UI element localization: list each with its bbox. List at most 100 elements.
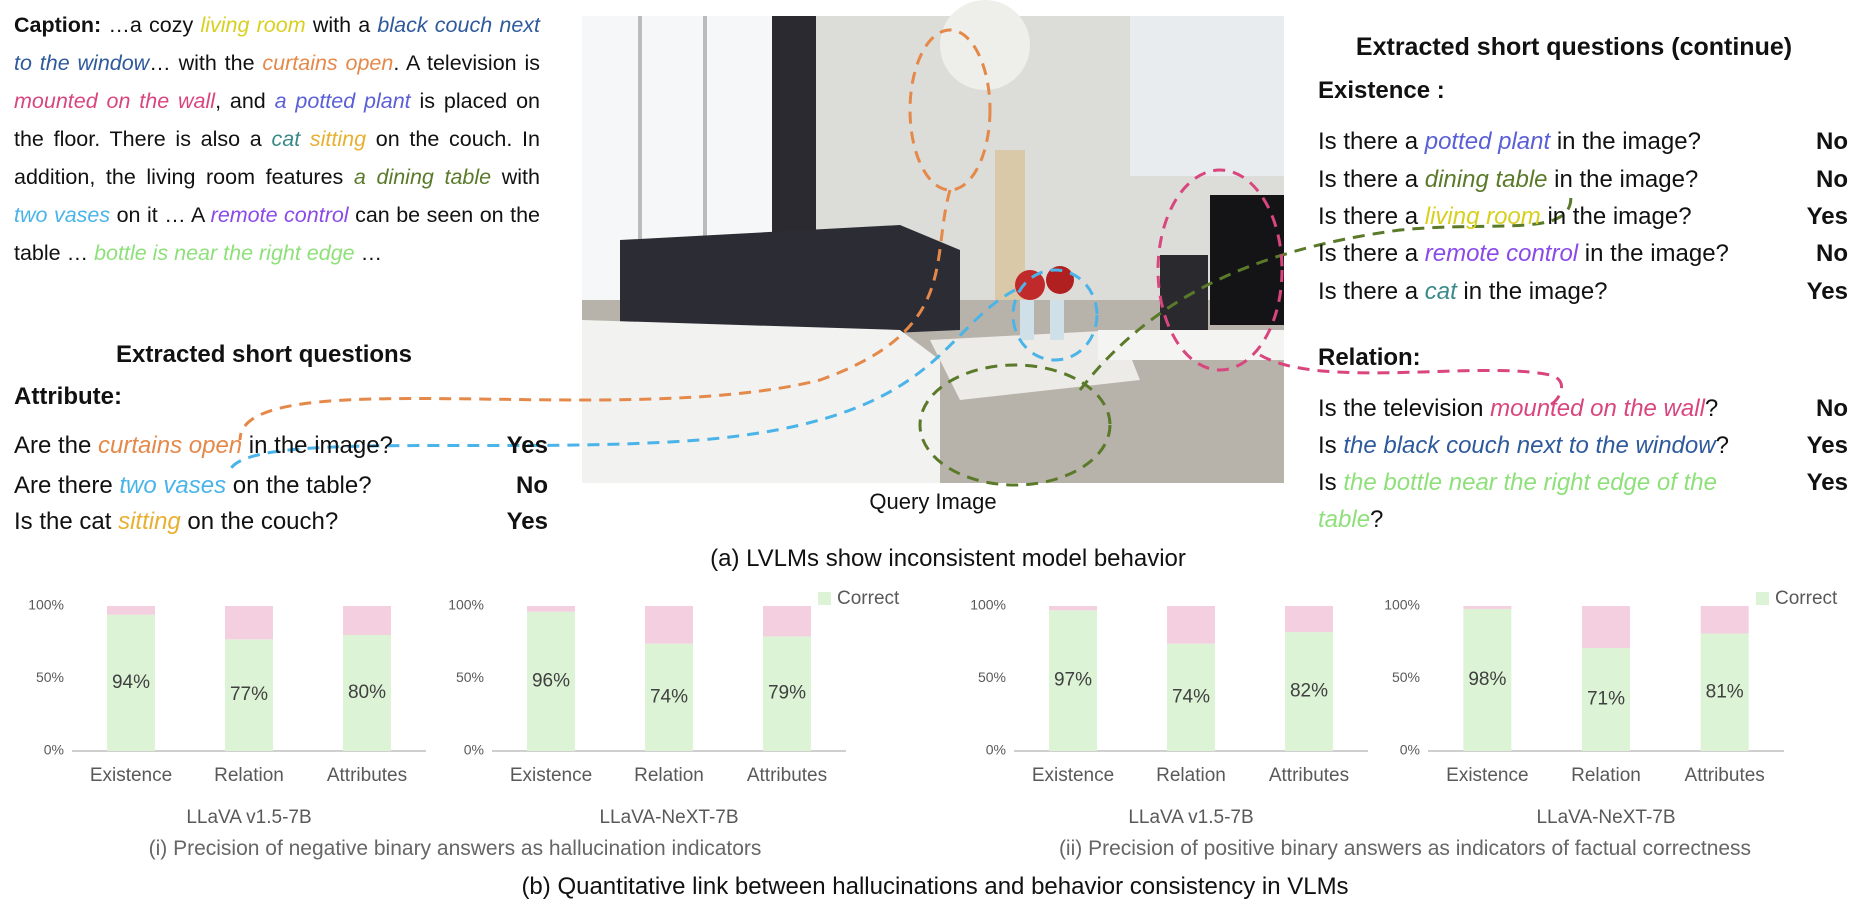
- question: Is there a cat in the image?: [1318, 273, 1780, 310]
- bar-segment: [1049, 610, 1097, 751]
- x-tick-label: Existence: [1032, 765, 1114, 786]
- section-heading: Relation:: [1318, 344, 1421, 371]
- question: Is the television mounted on the wall?: [1318, 390, 1780, 427]
- text-run: in the image?: [1578, 240, 1729, 267]
- bar-segment: [1582, 606, 1630, 649]
- bar-segment: [645, 643, 693, 751]
- text-run: . A television is: [393, 51, 540, 75]
- answer: Yes: [506, 432, 548, 459]
- answer: Yes: [506, 508, 548, 535]
- link-curves: [228, 28, 1573, 487]
- highlight-phrase: curtains open: [262, 51, 394, 75]
- text-run: in the image?: [1547, 166, 1699, 193]
- answer: No: [1816, 128, 1848, 155]
- x-tick-label: Existence: [1446, 765, 1528, 786]
- text-run: Is there a: [1318, 278, 1425, 305]
- text-run: Is there a: [1318, 240, 1425, 267]
- bar-segment: [1167, 643, 1215, 751]
- data-label: 94%: [112, 672, 150, 693]
- highlight-phrase: sitting: [118, 508, 181, 535]
- x-tick-label: Existence: [510, 765, 592, 786]
- section-heading: Attribute:: [14, 383, 122, 410]
- highlight-phrase: remote control: [210, 203, 349, 227]
- answer: Yes: [1806, 469, 1848, 496]
- answer: Yes: [1806, 203, 1848, 230]
- text-run: …a cozy: [101, 13, 201, 37]
- data-label: 97%: [1054, 670, 1092, 691]
- data-label: 82%: [1290, 681, 1328, 702]
- caption-text: Caption: …a cozy living room with a blac…: [14, 6, 540, 272]
- y-tick-label: 100%: [28, 597, 64, 613]
- bar-segment: [527, 606, 575, 612]
- bar-segment: [645, 606, 693, 644]
- x-tick-label: Relation: [634, 765, 704, 786]
- question: Is the cat sitting on the couch?: [14, 503, 444, 540]
- text-run: with: [491, 165, 540, 189]
- legend-label: Correct: [1775, 588, 1838, 609]
- text-run: is placed on the floor. There is also a: [14, 89, 541, 151]
- data-label: 81%: [1706, 681, 1744, 702]
- highlight-phrase: cat: [1424, 278, 1457, 305]
- x-tick-label: Attributes: [1269, 765, 1349, 786]
- y-tick-label: 100%: [1384, 597, 1420, 613]
- highlight-phrase: bottle is near the right edge: [94, 241, 355, 265]
- answer: Yes: [1806, 278, 1848, 305]
- highlight-phrase: mounted on the wall: [14, 89, 216, 113]
- data-label: 96%: [532, 670, 570, 691]
- data-label: 98%: [1468, 669, 1506, 690]
- text-run: with a: [305, 13, 378, 37]
- highlight-phrase: cat: [271, 127, 301, 151]
- bar-segment: [1700, 606, 1749, 634]
- highlight-phrase: curtains open: [98, 432, 243, 459]
- text-run: in the image?: [242, 432, 393, 459]
- x-tick-label: Existence: [90, 765, 172, 786]
- text-run: Are the: [14, 432, 99, 459]
- answer: Yes: [1806, 432, 1848, 459]
- text-run: Is: [1318, 469, 1344, 496]
- bar-segment: [763, 606, 811, 637]
- question: Are there two vases on the table?: [14, 467, 444, 504]
- text-run: ?: [1370, 506, 1384, 533]
- legend-swatch: [818, 592, 831, 605]
- bar-segment: [225, 606, 273, 640]
- data-label: 80%: [348, 682, 386, 703]
- question: Is there a remote control in the image?: [1318, 235, 1780, 272]
- text-run: Is the cat: [14, 508, 119, 535]
- highlight-phrase: living room: [200, 13, 306, 37]
- bar-segment: [527, 611, 575, 751]
- text-run: … with the: [149, 51, 263, 75]
- text-run: can be seen on the table …: [14, 203, 541, 265]
- chart-title: LLaVA-NeXT-7B: [1536, 807, 1675, 828]
- question: Are the curtains open in the image?: [14, 427, 444, 464]
- bar-segment: [1463, 608, 1512, 751]
- text-run: on the table?: [226, 472, 372, 499]
- x-tick-label: Relation: [1571, 765, 1641, 786]
- highlight-phrase: black couch next to the window: [14, 13, 540, 75]
- y-tick-label: 100%: [448, 597, 484, 613]
- text-run: ?: [1715, 432, 1729, 459]
- y-tick-label: 0%: [1400, 742, 1420, 758]
- text-run: …: [354, 241, 383, 265]
- answer: No: [516, 472, 548, 499]
- y-tick-label: 0%: [44, 742, 64, 758]
- bar-segment: [1285, 632, 1333, 751]
- y-tick-label: 0%: [464, 742, 484, 758]
- highlight-phrase: sitting: [309, 127, 367, 151]
- data-label: 74%: [650, 686, 688, 707]
- question: Is there a potted plant in the image?: [1318, 123, 1780, 160]
- bar-segment: [225, 639, 273, 751]
- highlight-phrase: potted plant: [1424, 128, 1551, 155]
- answer: No: [1816, 395, 1848, 422]
- section-heading: Existence :: [1318, 77, 1445, 104]
- answer: No: [1816, 166, 1848, 193]
- bar-segment: [1700, 633, 1749, 751]
- highlight-phrase: a potted plant: [274, 89, 411, 113]
- bar-segment: [1463, 606, 1512, 609]
- y-tick-label: 100%: [970, 597, 1006, 613]
- panel-subtitle: (ii) Precision of positive binary answer…: [1058, 837, 1752, 860]
- bar-segment: [343, 606, 391, 635]
- data-label: 74%: [1172, 686, 1210, 707]
- x-tick-label: Attributes: [747, 765, 827, 786]
